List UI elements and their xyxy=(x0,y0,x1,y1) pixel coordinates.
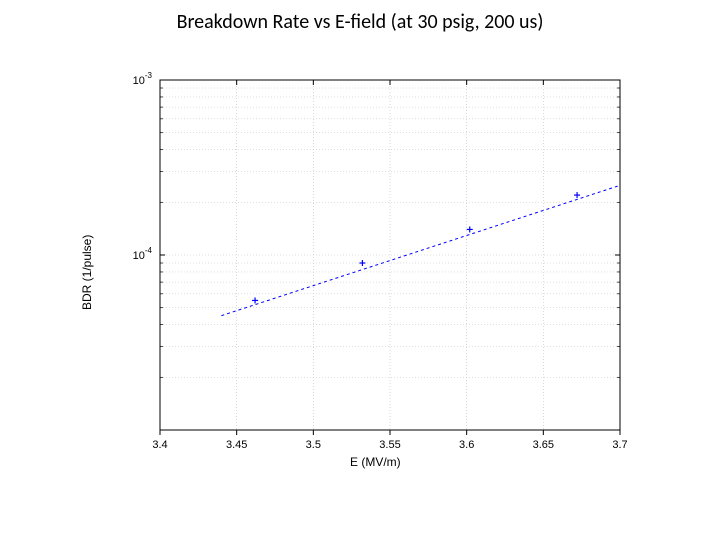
x-tick-label: 3.5 xyxy=(306,439,321,451)
x-tick-label: 3.7 xyxy=(612,439,627,451)
x-tick-label: 3.65 xyxy=(533,439,554,451)
x-axis-label: E (MV/m) xyxy=(350,455,401,469)
x-tick-label: 3.55 xyxy=(379,439,400,451)
y-tick-label: 10-4 xyxy=(133,246,153,262)
chart-area: BDR (1/pulse) E (MV/m) 3.4 3.45 3.5 3.55 3.6… xyxy=(80,60,640,490)
chart-svg: 3.4 3.45 3.5 3.55 3.6 3.65 3.7 10-4 10-3 xyxy=(80,60,640,490)
y-axis-label: BDR (1/pulse) xyxy=(80,235,94,310)
x-tick-label: 3.45 xyxy=(226,439,247,451)
x-tick-label: 3.6 xyxy=(459,439,474,451)
page-title: Breakdown Rate vs E-field (at 30 psig, 2… xyxy=(0,10,720,34)
y-tick-label: 10-3 xyxy=(133,71,153,87)
x-tick-label: 3.4 xyxy=(152,439,167,451)
